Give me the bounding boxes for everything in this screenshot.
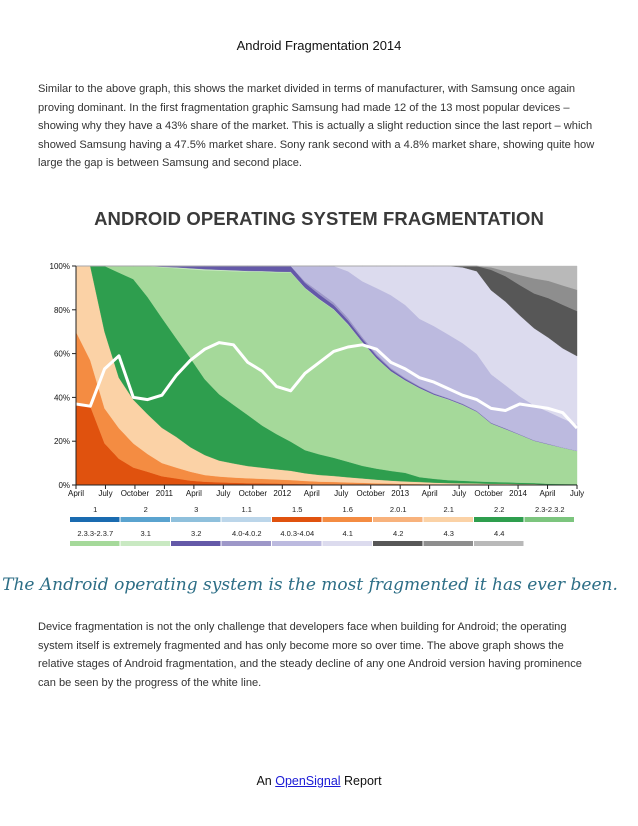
legend-label-4.0.3-4.04: 4.0.3-4.04 <box>280 529 314 538</box>
legend-label-2.1: 2.1 <box>444 505 454 514</box>
x-tick-label: July <box>570 489 584 498</box>
legend-label-1: 1 <box>93 505 97 514</box>
legend-label-1.5: 1.5 <box>292 505 302 514</box>
legend-swatch-4.3 <box>423 541 473 546</box>
y-tick-label: 80% <box>54 306 70 315</box>
legend-swatch-3 <box>171 517 221 522</box>
x-tick-label: October <box>121 489 150 498</box>
legend-label-3.1: 3.1 <box>141 529 151 538</box>
legend-label-1.6: 1.6 <box>343 505 353 514</box>
area-series-4.4 <box>76 265 578 290</box>
footer-suffix: Report <box>340 774 382 788</box>
x-tick-label: 2011 <box>156 489 174 498</box>
legend-swatch-4.0.3-4.04 <box>272 541 322 546</box>
legend-label-4.1: 4.1 <box>343 529 353 538</box>
legend-label-2.3-2.3.2: 2.3-2.3.2 <box>535 505 565 514</box>
legend-label-1.1: 1.1 <box>242 505 252 514</box>
legend-swatch-1.6 <box>322 517 372 522</box>
x-tick-label: October <box>356 489 385 498</box>
legend-label-4.3: 4.3 <box>444 529 454 538</box>
legend-swatch-4.2 <box>373 541 423 546</box>
opensignal-link[interactable]: OpenSignal <box>275 774 341 788</box>
x-tick-label: April <box>186 489 202 498</box>
x-tick-label: July <box>334 489 348 498</box>
legend-label-2.3.3-2.3.7: 2.3.3-2.3.7 <box>77 529 113 538</box>
page-title: Android Fragmentation 2014 <box>236 38 402 53</box>
y-tick-label: 60% <box>54 350 70 359</box>
y-tick-label: 40% <box>54 393 70 402</box>
x-tick-label: October <box>474 489 503 498</box>
legend-label-4.2: 4.2 <box>393 529 403 538</box>
legend-label-2.0.1: 2.0.1 <box>390 505 407 514</box>
legend-swatch-1 <box>70 517 120 522</box>
legend-swatch-2.2 <box>474 517 524 522</box>
footer: An OpenSignal Report <box>0 774 638 788</box>
footer-prefix: An <box>256 774 276 788</box>
fragmentation-chart: 0% 20% 40% 60% 80% 100% April July October 2011 Ap… <box>50 262 584 546</box>
x-tick-label: April <box>68 489 84 498</box>
y-tick-label: 0% <box>58 481 70 490</box>
legend-swatch-2.0.1 <box>373 517 423 522</box>
y-tick-label: 100% <box>50 262 70 271</box>
legend-swatch-3.2 <box>171 541 221 546</box>
legend-swatch-1.1 <box>221 517 271 522</box>
legend-swatch-4.1 <box>322 541 372 546</box>
legend-label-4.0-4.0.2: 4.0-4.0.2 <box>232 529 262 538</box>
x-tick-label: October <box>239 489 268 498</box>
legend-label-3.2: 3.2 <box>191 529 201 538</box>
legend-label-4.4: 4.4 <box>494 529 504 538</box>
x-tick-label: 2014 <box>509 489 527 498</box>
max-share-line <box>75 341 579 430</box>
legend-swatch-2.1 <box>423 517 473 522</box>
x-tick-label: 2013 <box>391 489 409 498</box>
x-tick-label: July <box>452 489 466 498</box>
x-tick-label: July <box>98 489 112 498</box>
legend-swatch-1.5 <box>272 517 322 522</box>
legend-label-2.2: 2.2 <box>494 505 504 514</box>
chart-title: ANDROID OPERATING SYSTEM FRAGMENTATION <box>94 208 544 229</box>
x-tick-label: 2012 <box>273 489 291 498</box>
legend-label-3: 3 <box>194 505 198 514</box>
intro-paragraph: Similar to the above graph, this shows t… <box>38 83 595 169</box>
y-tick-label: 20% <box>54 437 70 446</box>
legend-swatch-2.3.3-2.3.7 <box>70 541 120 546</box>
legend-swatch-4.4 <box>474 541 524 546</box>
legend-swatch-2 <box>120 517 170 522</box>
x-tick-label: July <box>216 489 230 498</box>
legend-swatch-4.0-4.0.2 <box>221 541 271 546</box>
legend-label-2: 2 <box>144 505 148 514</box>
x-tick-label: April <box>422 489 438 498</box>
x-tick-label: April <box>304 489 320 498</box>
body-paragraph: Device fragmentation is not the only cha… <box>38 621 582 689</box>
legend-swatch-3.1 <box>120 541 170 546</box>
x-tick-label: April <box>540 489 556 498</box>
tagline: The Android operating system is the most… <box>2 575 618 595</box>
legend-swatch-2.3-2.3.2 <box>524 517 574 522</box>
